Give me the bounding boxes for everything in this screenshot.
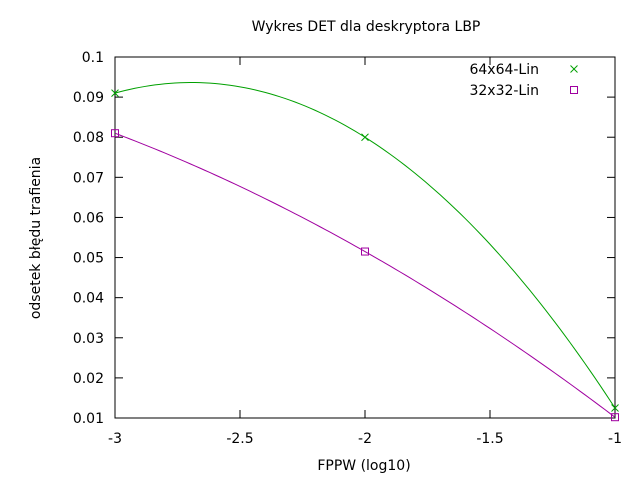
- x-tick-label: -1: [608, 431, 622, 447]
- data-point-1: [611, 413, 619, 422]
- x-tick-label: -1.5: [476, 431, 503, 447]
- data-point-1: [111, 129, 119, 138]
- data-point-0: [111, 89, 119, 97]
- x-tick-label: -3: [108, 431, 122, 447]
- series-line-1: [114, 132, 616, 418]
- y-tick-label: 0.01: [73, 411, 104, 427]
- x-axis-title: FPPW (log10): [317, 458, 410, 474]
- y-tick-label: 0.09: [73, 90, 104, 106]
- series-layer: [111, 82, 619, 422]
- legend-marker-1: [570, 86, 578, 94]
- y-axis-ticks: 0.01 0.02 0.03 0.04 0.05 0.06 0.07 0.08 0.09 0.1: [73, 50, 615, 427]
- data-point-0: [611, 404, 619, 412]
- legend-label-1: 32x32-Lin: [469, 83, 539, 99]
- y-tick-label: 0.07: [73, 170, 104, 186]
- y-tick-label: 0.06: [73, 210, 104, 226]
- x-tick-label: -2.5: [226, 431, 253, 447]
- y-tick-label: 0.04: [73, 291, 104, 307]
- data-point-0: [361, 133, 369, 142]
- x-tick-label: -2: [358, 431, 372, 447]
- y-tick-label: 0.02: [73, 371, 104, 387]
- y-tick-label: 0.03: [73, 331, 104, 347]
- y-axis-title: odsetek błędu trafienia: [28, 157, 44, 319]
- y-tick-label: 0.08: [73, 130, 104, 146]
- data-point-1: [361, 247, 369, 256]
- chart-title: Wykres DET dla deskryptora LBP: [252, 19, 481, 35]
- legend-marker-0: [570, 65, 578, 73]
- legend: 64x64-Lin 32x32-Lin: [469, 62, 578, 99]
- legend-label-0: 64x64-Lin: [469, 62, 539, 78]
- plot-frame: [114, 56, 616, 419]
- y-tick-label: 0.1: [82, 50, 104, 66]
- y-tick-label: 0.05: [73, 251, 104, 267]
